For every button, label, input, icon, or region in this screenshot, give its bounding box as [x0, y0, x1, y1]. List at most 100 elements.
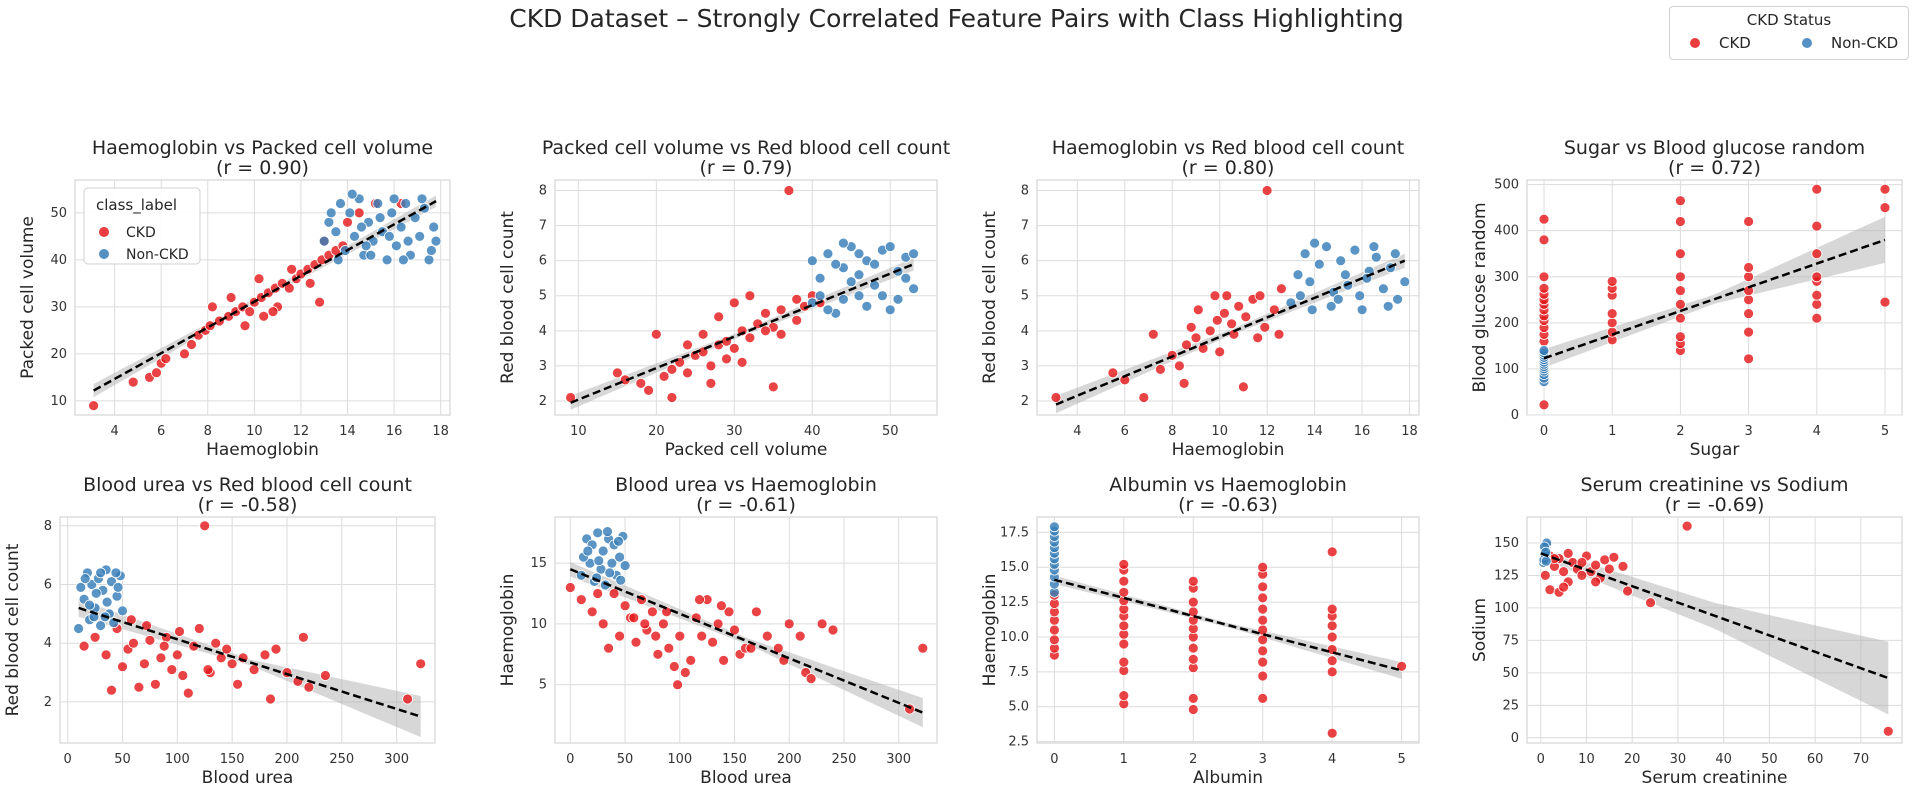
- legend-marker-ckd: [1690, 38, 1700, 48]
- point-ckd: [270, 643, 282, 655]
- point-non-ckd: [597, 545, 609, 557]
- y-tick-label: 8: [44, 519, 52, 534]
- point-non-ckd: [1354, 290, 1366, 302]
- plot-content: [1538, 520, 1894, 737]
- point-non-ckd: [339, 245, 351, 256]
- x-tick-label: 50: [882, 424, 899, 439]
- point-non-ckd: [423, 254, 435, 266]
- x-tick-label: 30: [726, 424, 743, 439]
- y-tick-label: 125: [1494, 568, 1519, 583]
- x-tick-label: 250: [832, 752, 857, 767]
- point-non-ckd: [75, 582, 87, 593]
- chart-title: Serum creatinine vs Sodium: [1581, 474, 1849, 496]
- point-ckd: [319, 670, 331, 681]
- point-non-ckd: [1332, 293, 1344, 305]
- y-tick-label: 200: [1494, 316, 1519, 331]
- x-axis-label: Haemoglobin: [206, 440, 319, 460]
- point-ckd: [663, 642, 675, 654]
- y-tick-label: 0: [1511, 408, 1519, 423]
- chart-subtitle: (r = 0.79): [700, 157, 793, 179]
- y-tick-label: 10.0: [1000, 630, 1029, 645]
- x-tick-label: 10: [1578, 752, 1595, 767]
- point-ckd: [668, 661, 680, 672]
- y-tick-label: 30: [50, 300, 67, 315]
- point-ckd: [1138, 392, 1150, 403]
- point-ckd: [1811, 312, 1823, 324]
- point-ckd: [805, 673, 817, 684]
- point-ckd: [674, 630, 686, 642]
- chart-subtitle: (r = -0.58): [198, 494, 298, 516]
- x-tick-label: 40: [1715, 752, 1732, 767]
- point-non-ckd: [400, 198, 412, 209]
- chart-title: Blood urea vs Red blood cell count: [83, 474, 412, 496]
- point-ckd: [1675, 285, 1686, 297]
- point-ckd: [564, 582, 576, 593]
- point-ckd: [1743, 285, 1754, 297]
- confidence-band: [570, 562, 923, 728]
- x-tick-label: 10: [570, 424, 587, 439]
- point-ckd: [1879, 202, 1891, 214]
- point-ckd: [1259, 321, 1271, 333]
- point-ckd: [603, 642, 614, 654]
- point-ckd: [1187, 693, 1199, 704]
- point-ckd: [1155, 363, 1166, 375]
- point-ckd: [1257, 693, 1269, 704]
- point-ckd: [775, 304, 787, 316]
- point-ckd: [1675, 312, 1686, 324]
- point-ckd: [592, 588, 604, 599]
- point-ckd: [1257, 614, 1269, 626]
- point-ckd: [1606, 275, 1618, 287]
- point-ckd: [697, 328, 709, 340]
- x-tick-label: 50: [1761, 752, 1778, 767]
- point-non-ckd: [884, 241, 896, 253]
- point-ckd: [1257, 561, 1269, 573]
- point-ckd: [258, 310, 270, 322]
- point-ckd: [1675, 195, 1686, 207]
- chart-panel-3: 4 6 8 10 12 14 16 18 2 3 4 5 6 7 8 Haemoglobin vs Red b…: [980, 137, 1420, 460]
- in-plot-legend: class_label CKD Non-CKD: [83, 187, 201, 265]
- y-tick-label: 6: [44, 578, 52, 593]
- y-tick-label: 10: [530, 617, 547, 632]
- x-tick-label: 60: [1807, 752, 1824, 767]
- point-ckd: [202, 664, 214, 675]
- point-ckd: [1743, 326, 1754, 338]
- plot-content: [73, 520, 427, 738]
- point-non-ckd: [615, 574, 627, 586]
- point-ckd: [1107, 367, 1119, 379]
- point-ckd: [816, 618, 828, 630]
- x-axis-label: Haemoglobin: [1172, 440, 1285, 460]
- point-ckd: [1174, 360, 1185, 372]
- point-non-ckd: [900, 272, 912, 284]
- point-ckd: [1192, 304, 1204, 316]
- point-non-ckd: [613, 535, 624, 547]
- point-ckd: [1233, 300, 1245, 312]
- point-ckd: [1118, 586, 1130, 598]
- point-ckd: [619, 600, 631, 612]
- regression-line: [1055, 259, 1406, 406]
- point-ckd: [1599, 554, 1611, 566]
- plot-content: [564, 526, 929, 728]
- point-ckd: [1049, 634, 1060, 646]
- y-tick-label: 500: [1494, 178, 1519, 193]
- point-ckd: [679, 667, 691, 678]
- y-tick-label: 300: [1494, 270, 1519, 285]
- y-axis-label: Blood glucose random: [1470, 202, 1490, 392]
- x-axis-label: Albumin: [1193, 768, 1263, 788]
- regression-line: [93, 200, 437, 392]
- point-non-ckd: [344, 207, 356, 219]
- point-non-ckd: [1389, 248, 1401, 260]
- point-ckd: [1187, 704, 1199, 715]
- point-non-ckd: [593, 555, 605, 567]
- x-tick-label: 4: [110, 424, 118, 439]
- point-ckd: [225, 292, 237, 303]
- point-non-ckd: [1335, 255, 1347, 267]
- point-ckd: [1118, 559, 1130, 570]
- x-tick-label: 4: [1813, 424, 1821, 439]
- legend-title: CKD Status: [1746, 11, 1832, 29]
- point-ckd: [661, 606, 672, 618]
- point-non-ckd: [877, 290, 888, 302]
- point-non-ckd: [1325, 300, 1337, 312]
- x-tick-label: 50: [617, 752, 634, 767]
- point-ckd: [744, 332, 756, 344]
- y-tick-label: 40: [50, 253, 67, 268]
